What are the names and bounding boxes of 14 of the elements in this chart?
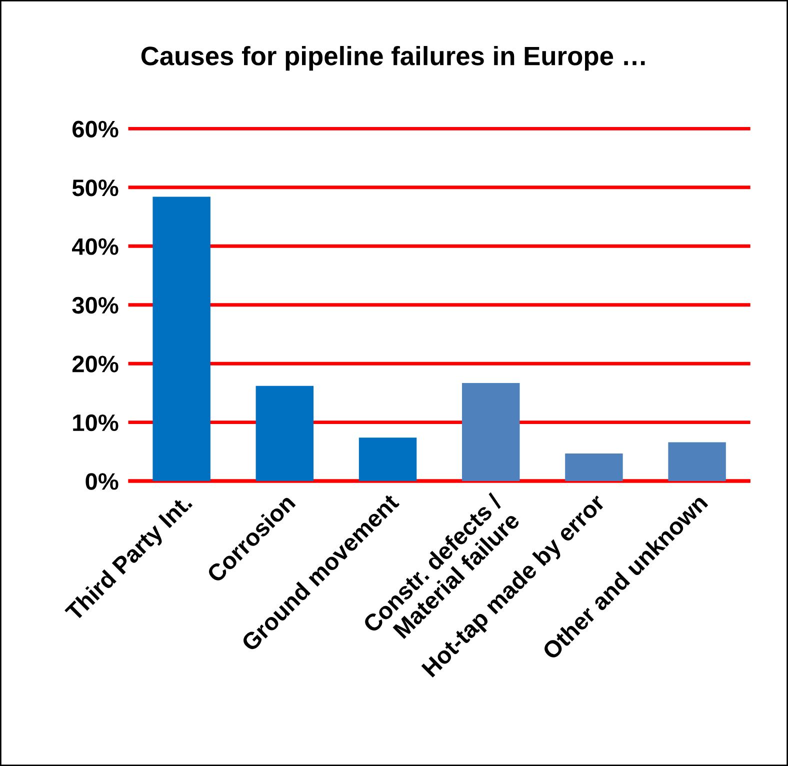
y-tick-label: 0% (86, 473, 118, 490)
y-tick-label: 20% (72, 356, 118, 372)
y-tick-label: 30% (72, 296, 118, 314)
y-tick-label: 10% (73, 414, 118, 432)
bar (256, 386, 314, 482)
y-tick-label: 40% (72, 238, 118, 255)
bar (358, 438, 417, 482)
bar (152, 196, 210, 482)
y-tick-label: 50% (72, 179, 118, 196)
y-tick-label: 60% (72, 120, 118, 138)
bar (668, 442, 726, 482)
bar (565, 453, 623, 482)
bar (462, 382, 520, 482)
chart-title: Causes for pipeline failures in Europe … (141, 46, 645, 71)
